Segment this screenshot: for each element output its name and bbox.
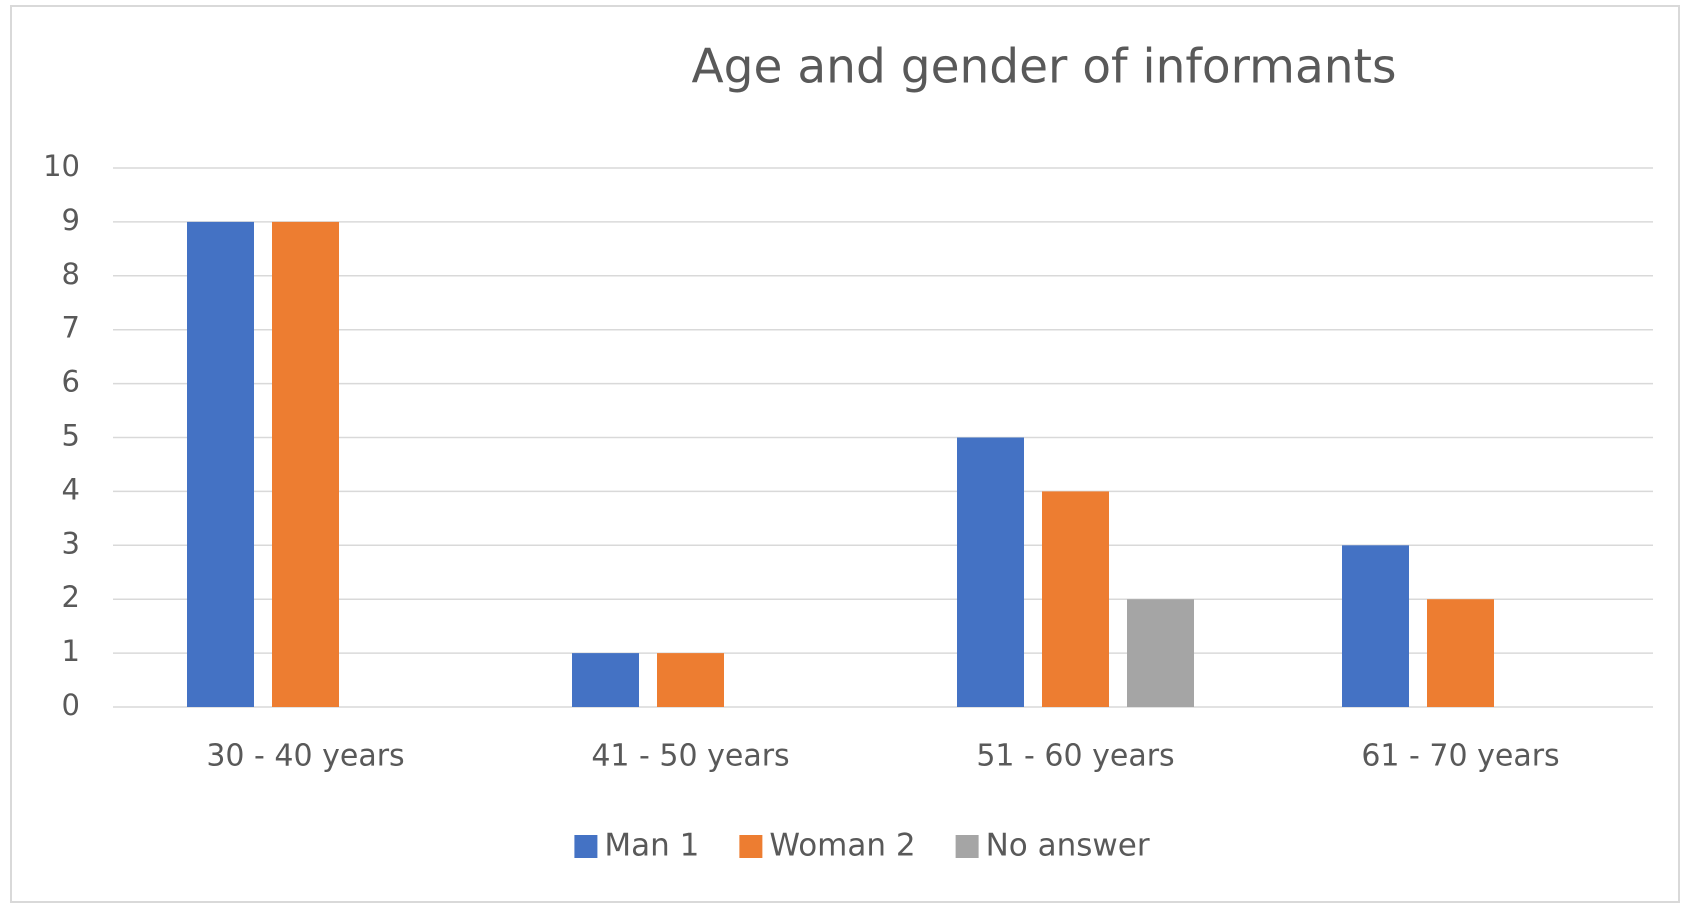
x-tick-label: 51 - 60 years [976,739,1174,774]
bar [1427,599,1494,707]
bar [1042,491,1109,707]
x-tick-label: 30 - 40 years [206,739,404,774]
y-tick-label: 3 [62,526,80,560]
chart-title: Age and gender of informants [692,40,1397,95]
bar [957,437,1024,707]
y-tick-label: 5 [62,419,80,453]
bar [572,653,639,707]
legend-swatch [955,835,979,858]
y-tick-label: 4 [62,472,80,506]
y-tick-label: 6 [62,365,80,399]
bar [1127,599,1194,707]
x-tick-label: 61 - 70 years [1361,739,1559,774]
legend-swatch [739,835,763,858]
x-tick-label: 41 - 50 years [591,739,789,774]
y-tick-label: 1 [62,634,80,668]
y-tick-label: 0 [62,688,80,722]
legend-label: Woman 2 [769,828,915,864]
legend-label: Man 1 [604,828,699,864]
y-tick-label: 7 [62,311,80,345]
y-tick-label: 2 [62,580,80,614]
bar [187,221,254,707]
y-tick-label: 8 [62,257,80,291]
bar [272,221,339,707]
bar [1342,545,1409,707]
legend-swatch [574,835,598,858]
legend-label: No answer [986,828,1150,864]
y-tick-label: 9 [62,203,80,237]
bar [657,653,724,707]
y-tick-label: 10 [43,149,80,183]
